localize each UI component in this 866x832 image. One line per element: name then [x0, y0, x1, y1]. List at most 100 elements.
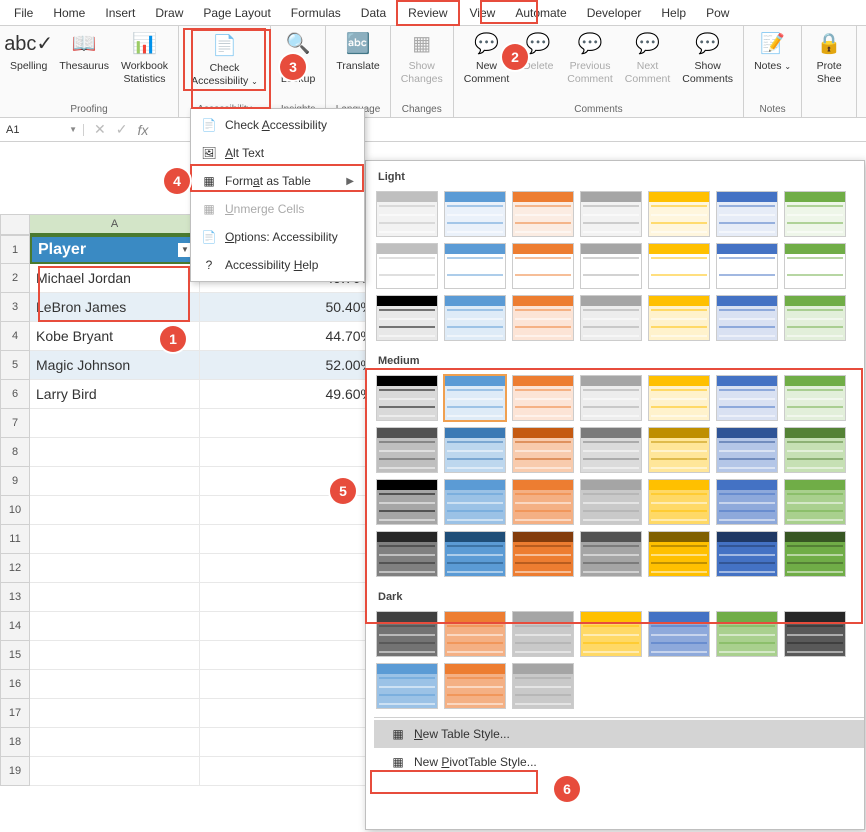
translate-button[interactable]: 🔤Translate — [330, 28, 385, 75]
table-style-swatch[interactable] — [444, 375, 506, 421]
row-header-5[interactable]: 5 — [0, 351, 30, 380]
table-style-swatch[interactable] — [716, 531, 778, 577]
protect-sheet-button[interactable]: 🔒ProteShee — [806, 28, 852, 87]
table-style-swatch[interactable] — [716, 479, 778, 525]
options-accessibility-item[interactable]: 📄Options: Accessibility — [191, 223, 364, 251]
empty-cell[interactable] — [30, 699, 200, 728]
table-style-swatch[interactable] — [512, 375, 574, 421]
empty-cell[interactable] — [30, 496, 200, 525]
table-style-swatch[interactable] — [444, 531, 506, 577]
row-header-15[interactable]: 15 — [0, 641, 30, 670]
empty-cell[interactable] — [30, 467, 200, 496]
name-box[interactable]: A1 ▼ — [0, 124, 84, 136]
tab-developer[interactable]: Developer — [577, 2, 652, 24]
cancel-icon[interactable]: ✕ — [94, 121, 106, 138]
table-style-swatch[interactable] — [580, 295, 642, 341]
empty-cell[interactable] — [200, 699, 380, 728]
table-style-swatch[interactable] — [784, 611, 846, 657]
table-style-swatch[interactable] — [512, 611, 574, 657]
tab-formulas[interactable]: Formulas — [281, 2, 351, 24]
new-pivottable-style-item[interactable]: ▦New PivotTable Style... — [374, 748, 864, 776]
table-style-swatch[interactable] — [580, 191, 642, 237]
data-area[interactable]: Player▼FG%Michael Jordan49.70%LeBron Jam… — [30, 235, 380, 786]
table-style-swatch[interactable] — [376, 479, 438, 525]
table-style-swatch[interactable] — [716, 375, 778, 421]
table-row[interactable]: Michael Jordan — [30, 264, 200, 293]
table-style-swatch[interactable] — [444, 479, 506, 525]
empty-cell[interactable] — [200, 409, 380, 438]
table-style-swatch[interactable] — [648, 427, 710, 473]
table-row[interactable]: 44.70% — [200, 322, 380, 351]
empty-cell[interactable] — [200, 641, 380, 670]
tab-page-layout[interactable]: Page Layout — [193, 2, 280, 24]
row-header-3[interactable]: 3 — [0, 293, 30, 322]
spelling-button[interactable]: abc✓Spelling — [4, 28, 53, 75]
table-style-swatch[interactable] — [376, 427, 438, 473]
empty-cell[interactable] — [30, 612, 200, 641]
table-style-swatch[interactable] — [512, 663, 574, 709]
tab-pow[interactable]: Pow — [696, 2, 739, 24]
table-style-swatch[interactable] — [512, 243, 574, 289]
table-row[interactable]: 49.60% — [200, 380, 380, 409]
table-style-swatch[interactable] — [444, 295, 506, 341]
table-style-swatch[interactable] — [784, 295, 846, 341]
row-header-8[interactable]: 8 — [0, 438, 30, 467]
table-style-swatch[interactable] — [648, 531, 710, 577]
notes-button[interactable]: 📝Notes ⌄ — [748, 28, 797, 75]
empty-cell[interactable] — [30, 554, 200, 583]
table-style-swatch[interactable] — [376, 611, 438, 657]
row-header-4[interactable]: 4 — [0, 322, 30, 351]
table-style-swatch[interactable] — [376, 295, 438, 341]
empty-cell[interactable] — [200, 438, 380, 467]
row-header-13[interactable]: 13 — [0, 583, 30, 612]
table-row[interactable]: LeBron James — [30, 293, 200, 322]
table-row[interactable]: 52.00% — [200, 351, 380, 380]
table-header-player[interactable]: Player▼ — [30, 235, 200, 264]
empty-cell[interactable] — [200, 525, 380, 554]
row-header-16[interactable]: 16 — [0, 670, 30, 699]
fx-icon[interactable]: fx — [137, 122, 148, 138]
empty-cell[interactable] — [200, 757, 380, 786]
table-row[interactable]: 50.40% — [200, 293, 380, 322]
table-style-swatch[interactable] — [716, 611, 778, 657]
formula-input-area[interactable]: ✕ ✓ fx — [84, 121, 148, 138]
row-header-14[interactable]: 14 — [0, 612, 30, 641]
empty-cell[interactable] — [200, 554, 380, 583]
row-header-17[interactable]: 17 — [0, 699, 30, 728]
empty-cell[interactable] — [200, 496, 380, 525]
empty-cell[interactable] — [200, 612, 380, 641]
table-row[interactable]: Larry Bird — [30, 380, 200, 409]
row-header-18[interactable]: 18 — [0, 728, 30, 757]
check-accessibility-button[interactable]: 📄CheckAccessibility ⌄ — [183, 28, 266, 91]
confirm-icon[interactable]: ✓ — [116, 121, 128, 138]
thesaurus-button[interactable]: 📖Thesaurus — [53, 28, 115, 75]
empty-cell[interactable] — [30, 641, 200, 670]
tab-data[interactable]: Data — [351, 2, 396, 24]
row-header-12[interactable]: 12 — [0, 554, 30, 583]
table-style-swatch[interactable] — [648, 611, 710, 657]
empty-cell[interactable] — [200, 728, 380, 757]
table-style-swatch[interactable] — [444, 611, 506, 657]
empty-cell[interactable] — [30, 757, 200, 786]
show-comments-button[interactable]: 💬ShowComments — [676, 28, 739, 87]
table-row[interactable]: Magic Johnson — [30, 351, 200, 380]
table-style-swatch[interactable] — [716, 427, 778, 473]
empty-cell[interactable] — [30, 728, 200, 757]
row-header-11[interactable]: 11 — [0, 525, 30, 554]
table-style-swatch[interactable] — [648, 375, 710, 421]
table-style-swatch[interactable] — [784, 479, 846, 525]
table-style-swatch[interactable] — [716, 295, 778, 341]
empty-cell[interactable] — [30, 583, 200, 612]
table-style-swatch[interactable] — [444, 427, 506, 473]
table-style-swatch[interactable] — [580, 243, 642, 289]
tab-review[interactable]: Review — [396, 0, 459, 26]
table-style-swatch[interactable] — [648, 243, 710, 289]
table-style-swatch[interactable] — [512, 427, 574, 473]
accessibility-help-item[interactable]: ?Accessibility Help — [191, 251, 364, 279]
table-style-swatch[interactable] — [376, 243, 438, 289]
column-header-A[interactable]: A — [30, 214, 200, 235]
table-style-swatch[interactable] — [444, 191, 506, 237]
tab-automate[interactable]: Automate — [505, 2, 576, 24]
row-header-19[interactable]: 19 — [0, 757, 30, 786]
table-style-swatch[interactable] — [580, 479, 642, 525]
